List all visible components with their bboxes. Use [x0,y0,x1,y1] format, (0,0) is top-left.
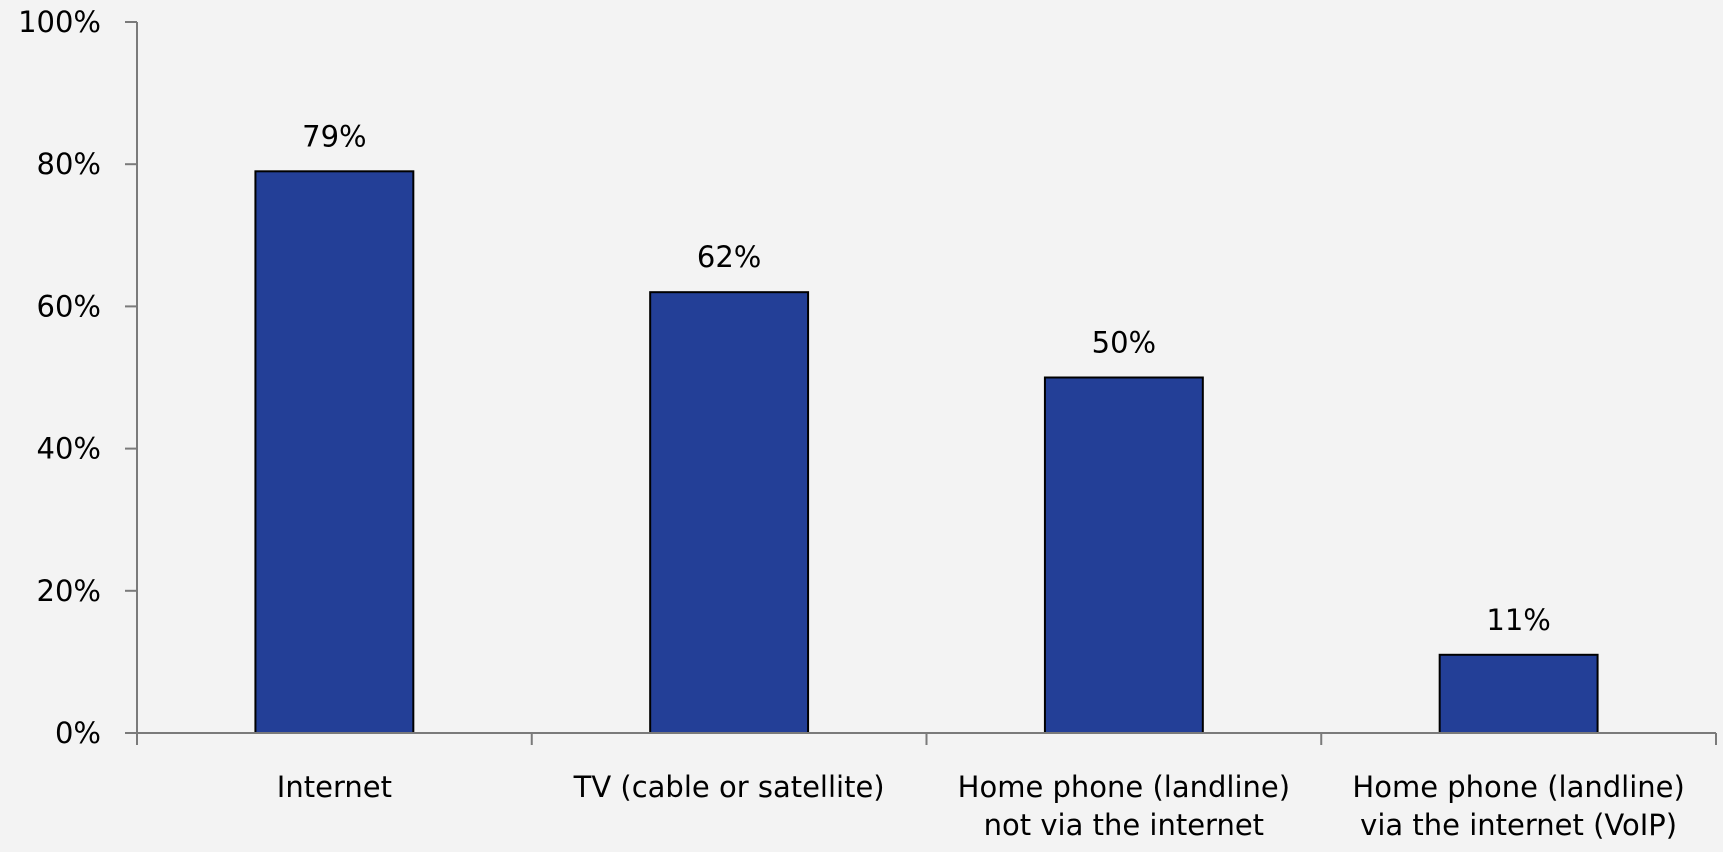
y-tick-label: 60% [37,289,101,323]
bars [254,170,1599,734]
y-tick-label: 40% [37,432,101,466]
data-label: 50% [1092,326,1156,360]
x-axis-ticks [136,733,1717,745]
bar [649,291,810,734]
x-tick-label-line: Internet [277,770,392,804]
x-tick-label-line: Home phone (landline) [958,770,1290,804]
y-tick-label: 0% [55,716,101,750]
y-tick-label: 80% [37,147,101,181]
bar [254,170,415,734]
bar [1043,376,1204,734]
x-tick-label: TV (cable or satellite) [573,770,885,804]
x-tick-label: Home phone (landline) via the internet (V… [1352,770,1684,842]
x-tick-label-line: not via the internet [984,808,1264,842]
x-tick-label-line: TV (cable or satellite) [573,770,885,804]
data-labels: 79% 62% 50% 11% [302,119,1551,636]
x-tick-label-line: Home phone (landline) [1352,770,1684,804]
y-axis-ticks: 0% 20% 40% 60% 80% 100% [18,5,137,750]
y-tick-label: 20% [37,574,101,608]
y-tick-label: 100% [18,5,101,39]
x-tick-label-line: via the internet (VoIP) [1360,808,1677,842]
bar [1438,653,1599,734]
data-label: 79% [302,119,366,153]
x-tick-label: Home phone (landline) not via the interne… [958,770,1290,842]
x-axis-labels: Internet TV (cable or satellite) Home phon… [277,770,1685,842]
data-label: 11% [1486,603,1550,637]
x-tick-label: Internet [277,770,392,804]
data-label: 62% [697,240,761,274]
